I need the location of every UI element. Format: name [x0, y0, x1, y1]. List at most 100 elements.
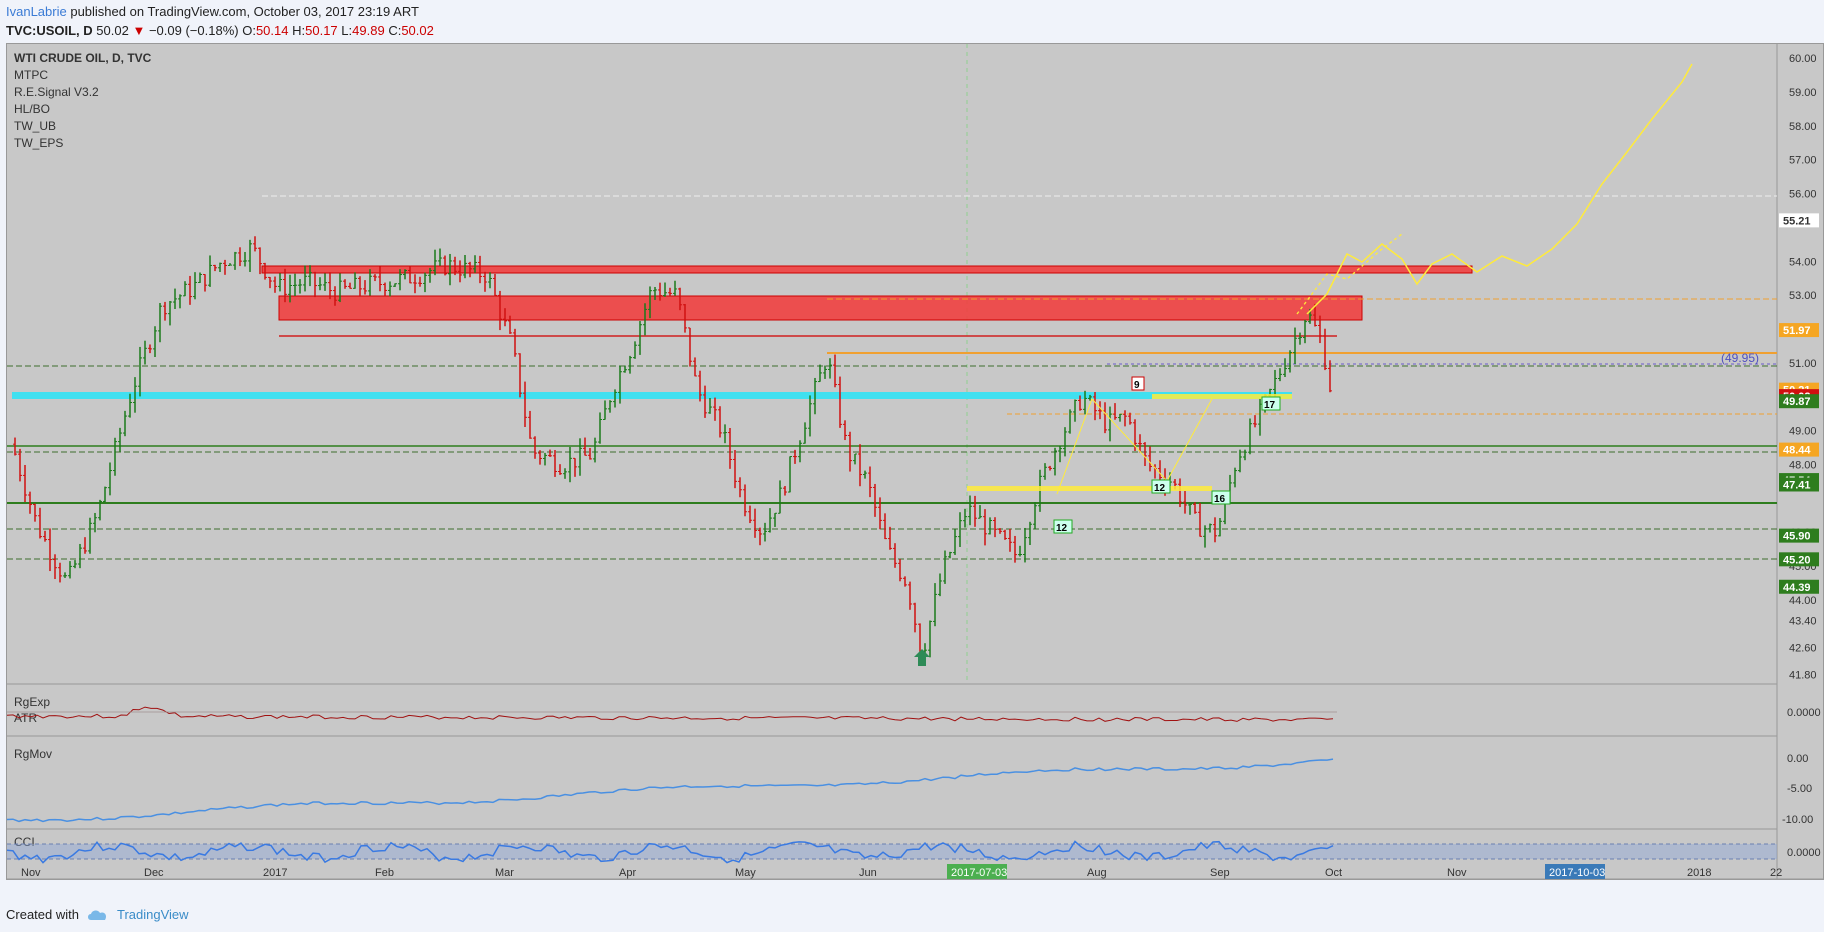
- author-link[interactable]: IvanLabrie: [6, 4, 67, 19]
- price-label-box-5: [1779, 442, 1819, 457]
- tradingview-link[interactable]: TradingView: [116, 907, 189, 922]
- rgmov-line: [6, 758, 1334, 823]
- count-label-12a: 12: [1154, 483, 1166, 494]
- publish-info: published on TradingView.com, October 03…: [70, 4, 419, 19]
- price-label-box-10: [1779, 579, 1819, 594]
- cci-line: [6, 840, 1334, 864]
- time-label-15: 22: [1770, 867, 1782, 879]
- rgexp-axis-tick: 0.0000: [1787, 707, 1821, 719]
- resistance-zone-main: [278, 295, 1363, 321]
- time-label-12: Nov: [1447, 867, 1467, 879]
- chart-area[interactable]: WTI CRUDE OIL, D, TVC MTPC R.E.Signal V3…: [6, 43, 1824, 880]
- price-tick-9: 48.00: [1789, 460, 1817, 472]
- created-with-label: Created with: [6, 907, 79, 922]
- time-label-14: 2018: [1687, 867, 1711, 879]
- price-tick-6: 53.00: [1789, 290, 1817, 302]
- close-label: C:: [388, 23, 402, 38]
- price-tick-12: 44.00: [1789, 595, 1817, 607]
- price-label-box-9: [1779, 552, 1819, 567]
- close-value: 50.02: [401, 23, 434, 38]
- high-value: 50.17: [305, 23, 338, 38]
- time-label-5: Apr: [619, 867, 636, 879]
- open-value: 50.14: [255, 23, 289, 38]
- rgmov-label: RgMov: [14, 747, 52, 761]
- price-label-9: 45.20: [1783, 554, 1811, 566]
- price-label-0: 55.21: [1783, 215, 1811, 227]
- price-label-box-7: [1779, 477, 1819, 492]
- open-label: O:: [242, 23, 256, 38]
- price-label-box-4: [1779, 394, 1819, 409]
- rgexp-label: RgExp: [14, 695, 50, 709]
- price-tick-3: 57.00: [1789, 155, 1817, 167]
- price-tick-0: 60.00: [1789, 53, 1817, 65]
- price-label-7: 47.41: [1783, 479, 1811, 491]
- price-label-box-8: [1779, 528, 1819, 543]
- ohlc-line: TVC:USOIL, D 50.02 ▼ −0.09 (−0.18%) O:50…: [6, 21, 434, 40]
- rgmov-axis-tick-0: 0.00: [1787, 753, 1808, 765]
- price-label-8: 45.90: [1783, 531, 1811, 543]
- last-price: 50.02: [96, 23, 129, 38]
- price-label-4: 49.87: [1783, 396, 1811, 408]
- time-axis-highlight-8: [947, 864, 1007, 880]
- buy-arrow-icon: [914, 649, 930, 666]
- cci-axis-tick: 0.0000: [1787, 847, 1821, 859]
- low-label: L:: [341, 23, 353, 38]
- count-label-9: 9: [1134, 380, 1140, 391]
- candles-group: [13, 236, 1332, 658]
- chart-svg[interactable]: WTI CRUDE OIL, D, TVC MTPC R.E.Signal V3…: [6, 44, 1823, 880]
- time-label-8: 2017-07-03: [951, 867, 1007, 879]
- chart-header: IvanLabrie published on TradingView.com,…: [6, 2, 434, 40]
- time-label-0: Nov: [21, 867, 41, 879]
- time-axis: Nov Dec 2017 Feb Mar Apr May Jun 2017-07-03 Aug Se…: [21, 864, 1782, 880]
- time-axis-highlight-13: [1545, 864, 1605, 880]
- time-label-1: Dec: [144, 867, 164, 879]
- count-label-16: 16: [1214, 494, 1226, 505]
- annotation-49-95: (49.95): [1721, 351, 1759, 365]
- cci-label: CCI: [14, 835, 35, 849]
- price-change: −0.09 (−0.18%): [148, 23, 239, 38]
- legend-mtpc: MTPC: [14, 68, 48, 82]
- count-label-17: 17: [1264, 400, 1276, 411]
- price-tick-4: 56.00: [1789, 189, 1817, 201]
- rgexp-line: [6, 706, 1334, 722]
- count-label-12b: 12: [1056, 523, 1068, 534]
- price-tick-5: 54.00: [1789, 256, 1817, 268]
- high-label: H:: [292, 23, 306, 38]
- tradingview-cloud-icon: [87, 909, 107, 920]
- time-label-2: 2017: [263, 867, 287, 879]
- publish-line: IvanLabrie published on TradingView.com,…: [6, 2, 434, 21]
- down-arrow-icon: ▼: [132, 23, 146, 38]
- atr-label: ATR: [14, 711, 37, 725]
- price-tick-7: 51.00: [1789, 358, 1817, 370]
- price-tick-14: 42.60: [1789, 642, 1817, 654]
- legend-resignal: R.E.Signal V3.2: [14, 85, 99, 99]
- support-zone-cyan: [12, 392, 1292, 399]
- time-label-6: May: [735, 867, 756, 879]
- legend-tweps: TW_EPS: [14, 136, 63, 150]
- time-label-3: Feb: [375, 867, 394, 879]
- resistance-zone-upper: [261, 265, 1473, 274]
- price-label-box-0: [1779, 213, 1819, 228]
- time-label-13: 2017-10-03: [1549, 867, 1605, 879]
- price-label-10: 44.39: [1783, 582, 1811, 594]
- forecast-path: [1306, 63, 1693, 315]
- footer: Created with TradingView: [6, 907, 189, 922]
- price-tick-15: 41.80: [1789, 669, 1817, 681]
- symbol-label: TVC:USOIL, D: [6, 23, 93, 38]
- time-label-7: Jun: [859, 867, 877, 879]
- indicator-legend: WTI CRUDE OIL, D, TVC MTPC R.E.Signal V3…: [14, 51, 152, 150]
- yellow-swing-line: [1056, 398, 1213, 495]
- time-label-10: Sep: [1210, 867, 1230, 879]
- count-labels: 9 12 12 16 17 (49.95): [1053, 351, 1759, 534]
- time-label-11: Oct: [1325, 867, 1342, 879]
- legend-hlbo: HL/BO: [14, 102, 50, 116]
- time-label-9: Aug: [1087, 867, 1107, 879]
- legend-twub: TW_UB: [14, 119, 56, 133]
- price-tick-2: 58.00: [1789, 121, 1817, 133]
- price-label-5: 48.44: [1783, 445, 1811, 457]
- time-label-4: Mar: [495, 867, 514, 879]
- price-label-box-1: [1779, 323, 1819, 338]
- price-labels: 55.2151.9750.2150.0249.8748.4447.5447.41…: [1779, 213, 1819, 594]
- low-value: 49.89: [352, 23, 385, 38]
- rgmov-axis-tick-1: -5.00: [1787, 783, 1812, 795]
